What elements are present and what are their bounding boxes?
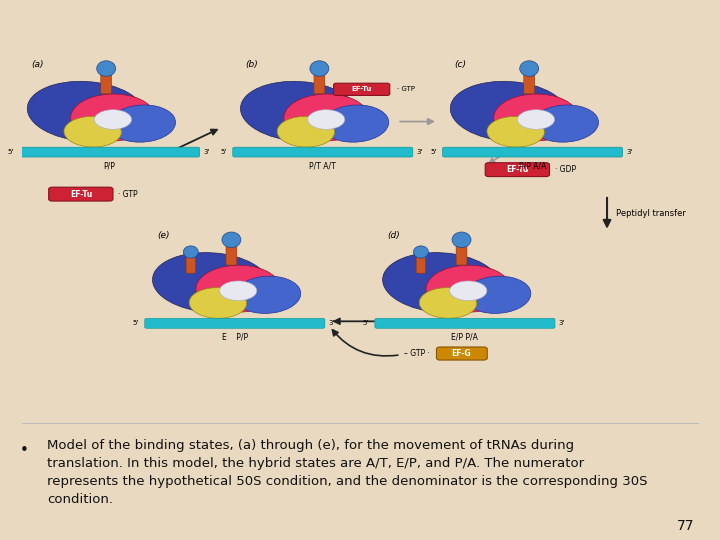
Text: EF-Tu: EF-Tu (352, 86, 372, 92)
FancyBboxPatch shape (375, 319, 555, 328)
Text: 5': 5' (431, 149, 436, 155)
Text: •: • (20, 443, 29, 458)
Text: 3': 3' (416, 149, 423, 155)
Ellipse shape (277, 117, 335, 147)
Ellipse shape (109, 105, 176, 142)
Ellipse shape (450, 281, 487, 301)
Text: · GTP: · GTP (118, 190, 138, 199)
Ellipse shape (419, 288, 477, 318)
Ellipse shape (494, 94, 578, 141)
FancyBboxPatch shape (101, 74, 112, 94)
Ellipse shape (487, 117, 544, 147)
Text: EF-Tu: EF-Tu (70, 190, 92, 199)
Ellipse shape (96, 61, 116, 76)
Text: 3': 3' (626, 149, 632, 155)
Ellipse shape (240, 82, 358, 141)
Text: · GDP: · GDP (555, 165, 576, 174)
Text: (e): (e) (157, 231, 169, 240)
Text: 5': 5' (7, 149, 14, 155)
Ellipse shape (531, 105, 598, 142)
Ellipse shape (322, 105, 389, 142)
Ellipse shape (452, 232, 471, 247)
Text: P/P A/A: P/P A/A (519, 161, 546, 170)
Text: (c): (c) (455, 59, 467, 69)
Ellipse shape (518, 110, 554, 129)
Ellipse shape (464, 276, 531, 313)
Text: (b): (b) (245, 59, 258, 69)
FancyBboxPatch shape (314, 74, 325, 94)
Text: 5': 5' (220, 149, 227, 155)
Ellipse shape (64, 117, 122, 147)
Text: · GTP: · GTP (397, 86, 415, 92)
Text: Peptidyl transfer: Peptidyl transfer (616, 209, 685, 218)
Text: 3': 3' (203, 149, 210, 155)
FancyBboxPatch shape (333, 83, 390, 96)
FancyBboxPatch shape (456, 245, 467, 265)
FancyBboxPatch shape (233, 147, 413, 157)
Ellipse shape (71, 94, 156, 141)
Ellipse shape (450, 82, 567, 141)
Text: P/P: P/P (104, 161, 115, 170)
Text: 5': 5' (363, 320, 369, 326)
Ellipse shape (382, 253, 500, 313)
Ellipse shape (184, 246, 198, 258)
Text: 3': 3' (558, 320, 564, 326)
Text: 3': 3' (328, 320, 335, 326)
Ellipse shape (234, 276, 301, 313)
Ellipse shape (222, 232, 241, 247)
Text: E    P/P: E P/P (222, 332, 248, 341)
Text: 77: 77 (678, 519, 695, 532)
FancyBboxPatch shape (523, 74, 535, 94)
Ellipse shape (310, 61, 329, 76)
Ellipse shape (94, 110, 132, 129)
Ellipse shape (27, 82, 145, 141)
FancyBboxPatch shape (436, 347, 487, 360)
FancyBboxPatch shape (145, 319, 325, 328)
Text: – GTP ·: – GTP · (404, 349, 430, 359)
Text: (a): (a) (32, 59, 44, 69)
FancyBboxPatch shape (416, 256, 426, 273)
Text: Model of the binding states, (a) through (e), for the movement of tRNAs during
t: Model of the binding states, (a) through… (47, 439, 647, 506)
Text: E/P P/A: E/P P/A (451, 332, 478, 341)
Text: EF-G: EF-G (451, 349, 472, 358)
Text: EF-Tu: EF-Tu (507, 165, 528, 174)
FancyBboxPatch shape (226, 245, 237, 265)
FancyBboxPatch shape (19, 147, 199, 157)
Ellipse shape (413, 246, 428, 258)
Ellipse shape (520, 61, 539, 76)
Text: (d): (d) (387, 231, 400, 240)
Ellipse shape (284, 94, 369, 141)
Ellipse shape (189, 288, 247, 318)
Text: P/T A/T: P/T A/T (310, 161, 336, 170)
Text: 5': 5' (132, 320, 139, 326)
Ellipse shape (426, 265, 510, 312)
Ellipse shape (153, 253, 270, 313)
Ellipse shape (307, 110, 345, 129)
Ellipse shape (196, 265, 281, 312)
FancyBboxPatch shape (49, 187, 113, 201)
FancyBboxPatch shape (443, 147, 623, 157)
Ellipse shape (220, 281, 257, 301)
FancyBboxPatch shape (186, 256, 196, 273)
FancyBboxPatch shape (485, 163, 549, 177)
